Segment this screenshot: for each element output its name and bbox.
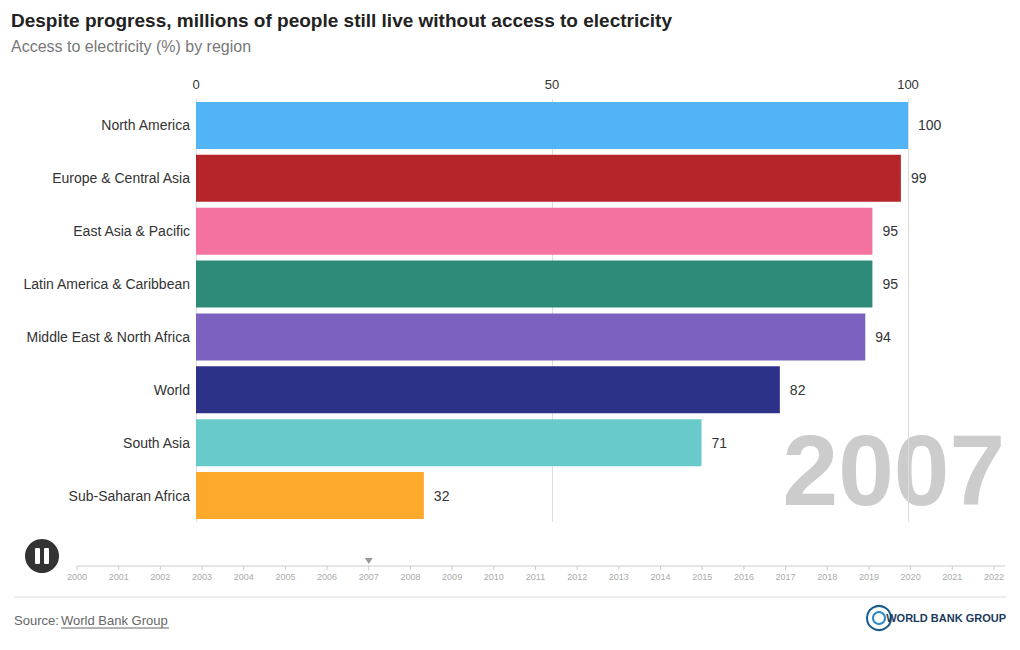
svg-text:Despite progress, millions of: Despite progress, millions of people sti…: [11, 10, 672, 31]
svg-text:2008: 2008: [400, 572, 420, 582]
svg-text:Europe & Central Asia: Europe & Central Asia: [52, 170, 190, 186]
svg-text:2013: 2013: [609, 572, 629, 582]
svg-text:Latin America & Caribbean: Latin America & Caribbean: [23, 276, 190, 292]
svg-text:2020: 2020: [901, 572, 921, 582]
svg-text:WORLD BANK GROUP: WORLD BANK GROUP: [886, 612, 1006, 624]
svg-text:2019: 2019: [859, 572, 879, 582]
svg-text:95: 95: [882, 223, 898, 239]
svg-text:2016: 2016: [734, 572, 754, 582]
svg-text:2021: 2021: [942, 572, 962, 582]
svg-text:Access to electricity (%) by r: Access to electricity (%) by region: [11, 38, 251, 55]
svg-text:2012: 2012: [567, 572, 587, 582]
svg-text:2014: 2014: [651, 572, 671, 582]
svg-text:South Asia: South Asia: [123, 435, 190, 451]
svg-text:2002: 2002: [150, 572, 170, 582]
svg-text:50: 50: [545, 77, 559, 92]
svg-text:East Asia & Pacific: East Asia & Pacific: [73, 223, 190, 239]
svg-text:2000: 2000: [67, 572, 87, 582]
svg-text:2022: 2022: [984, 572, 1004, 582]
svg-text:2007: 2007: [359, 572, 379, 582]
svg-text:95: 95: [882, 276, 898, 292]
svg-text:2007: 2007: [783, 414, 1005, 526]
svg-text:Source:: Source:: [14, 613, 59, 628]
svg-text:2015: 2015: [692, 572, 712, 582]
svg-text:World: World: [154, 382, 190, 398]
svg-text:2011: 2011: [526, 572, 545, 582]
svg-text:100: 100: [918, 117, 942, 133]
svg-text:World Bank Group: World Bank Group: [61, 613, 168, 628]
svg-text:71: 71: [712, 435, 728, 451]
svg-text:2006: 2006: [317, 572, 337, 582]
svg-text:2004: 2004: [234, 572, 254, 582]
svg-text:2017: 2017: [776, 572, 796, 582]
svg-text:2018: 2018: [817, 572, 837, 582]
svg-text:Middle East & North Africa: Middle East & North Africa: [27, 329, 191, 345]
svg-text:32: 32: [434, 488, 450, 504]
svg-text:Sub-Saharan Africa: Sub-Saharan Africa: [69, 488, 191, 504]
svg-text:2010: 2010: [484, 572, 504, 582]
svg-text:94: 94: [875, 329, 891, 345]
svg-text:100: 100: [897, 77, 919, 92]
svg-text:2009: 2009: [442, 572, 462, 582]
svg-text:North America: North America: [101, 117, 190, 133]
svg-text:2005: 2005: [275, 572, 295, 582]
svg-text:0: 0: [192, 77, 199, 92]
svg-text:2003: 2003: [192, 572, 212, 582]
svg-text:99: 99: [911, 170, 927, 186]
svg-text:2001: 2001: [109, 572, 129, 582]
svg-text:82: 82: [790, 382, 806, 398]
